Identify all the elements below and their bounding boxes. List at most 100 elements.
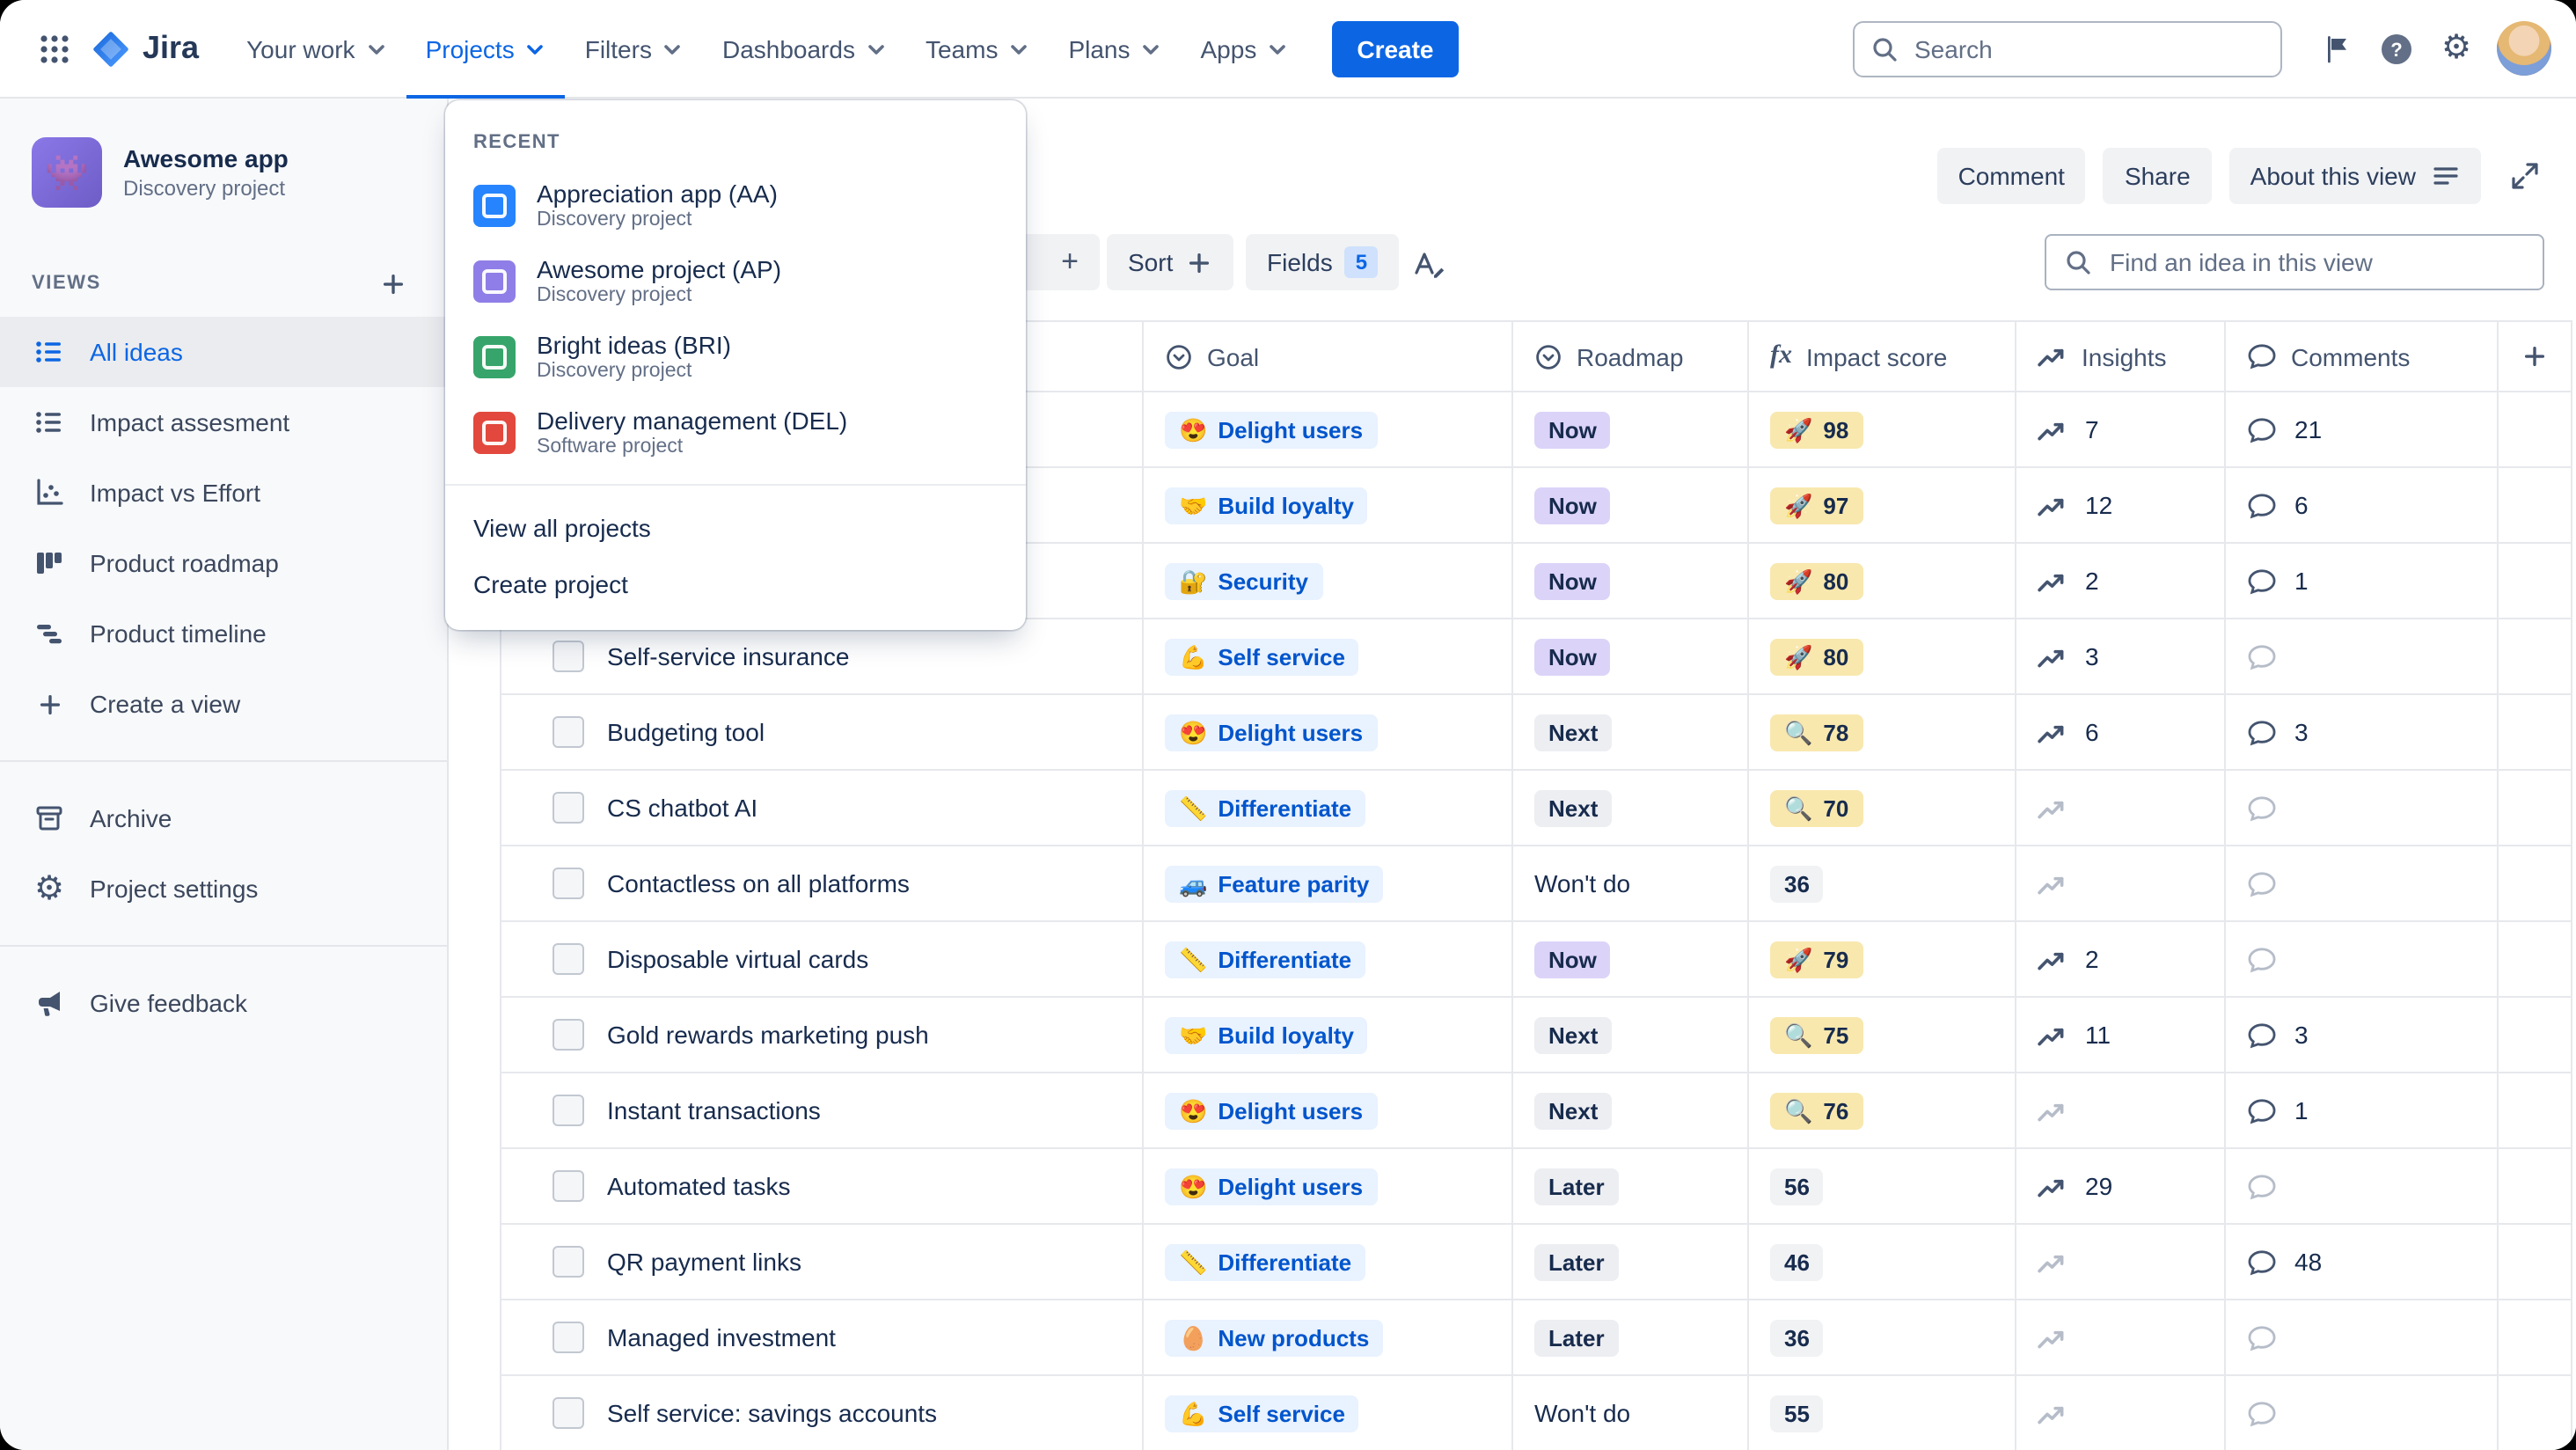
roadmap-badge[interactable]: Next (1534, 1016, 1613, 1053)
goal-badge[interactable]: 🔐 Security (1165, 562, 1322, 599)
global-search[interactable] (1853, 20, 2282, 77)
impact-score-badge[interactable]: 56 (1770, 1168, 1824, 1205)
nav-item-projects[interactable]: Projects (406, 0, 566, 98)
projects-menu-item-awesome-project-ap[interactable]: Awesome project (AP) Discovery project (445, 243, 1026, 319)
find-idea-input[interactable] (2106, 246, 2525, 278)
sidebar-item-product-roadmap[interactable]: Product roadmap (0, 528, 447, 598)
goal-badge[interactable]: 🤝 Build loyalty (1165, 487, 1368, 524)
about-this-view-button[interactable]: About this view (2228, 148, 2481, 204)
sidebar-item-project-settings[interactable]: ⚙ Project settings (0, 853, 447, 924)
global-search-input[interactable] (1911, 33, 2265, 64)
roadmap-badge[interactable]: Later (1534, 1243, 1619, 1280)
impact-score-badge[interactable]: 🔍 75 (1770, 1016, 1863, 1053)
roadmap-badge[interactable]: Next (1534, 714, 1613, 751)
impact-score-badge[interactable]: 🚀 97 (1770, 487, 1863, 524)
roadmap-badge[interactable]: Now (1534, 562, 1611, 599)
nav-item-dashboards[interactable]: Dashboards (703, 0, 906, 98)
user-avatar[interactable] (2497, 21, 2551, 76)
sidebar-item-create-a-view[interactable]: Create a view (0, 669, 447, 739)
comment-icon (2247, 1022, 2277, 1048)
roadmap-badge[interactable]: Next (1534, 789, 1613, 826)
goal-badge[interactable]: 😍 Delight users (1165, 411, 1378, 448)
row-checkbox[interactable] (553, 1397, 584, 1429)
comment-button[interactable]: Comment (1936, 148, 2086, 204)
row-checkbox[interactable] (553, 1019, 584, 1051)
goal-badge[interactable]: 🤝 Build loyalty (1165, 1016, 1368, 1053)
goal-badge[interactable]: 😍 Delight users (1165, 1092, 1378, 1129)
nav-item-your-work[interactable]: Your work (227, 0, 406, 98)
impact-score-badge[interactable]: 🚀 98 (1770, 411, 1863, 448)
impact-score-badge[interactable]: 🚀 80 (1770, 562, 1863, 599)
row-checkbox[interactable] (553, 716, 584, 748)
idea-row: Automated tasks 😍 Delight users Later 56 29 (501, 1149, 2572, 1225)
nav-item-apps[interactable]: Apps (1182, 0, 1308, 98)
goal-badge[interactable]: 😍 Delight users (1165, 1168, 1378, 1205)
impact-score-badge[interactable]: 36 (1770, 1319, 1824, 1356)
add-field-column-button[interactable] (2499, 322, 2572, 392)
chevron-down-icon (1008, 38, 1029, 59)
goal-badge[interactable]: 📏 Differentiate (1165, 941, 1366, 978)
share-button[interactable]: Share (2103, 148, 2212, 204)
impact-score-badge[interactable]: 46 (1770, 1243, 1824, 1280)
jira-logo[interactable]: Jira (91, 29, 199, 68)
help-button[interactable]: ? (2367, 18, 2426, 78)
projects-menu-item-bright-ideas-bri[interactable]: Bright ideas (BRI) Discovery project (445, 319, 1026, 394)
sort-button[interactable]: Sort (1107, 234, 1233, 290)
sidebar-item-give-feedback[interactable]: Give feedback (0, 968, 447, 1038)
row-checkbox[interactable] (553, 1246, 584, 1278)
nav-item-plans[interactable]: Plans (1049, 0, 1181, 98)
goal-badge[interactable]: 😍 Delight users (1165, 714, 1378, 751)
notifications-button[interactable] (2307, 18, 2367, 78)
projects-menu-create-project[interactable]: Create project (473, 570, 628, 598)
impact-score-badge[interactable]: 55 (1770, 1395, 1824, 1432)
goal-badge[interactable]: 💪 Self service (1165, 638, 1359, 675)
goal-badge[interactable]: 📏 Differentiate (1165, 789, 1366, 826)
goal-badge[interactable]: 🚙 Feature parity (1165, 865, 1384, 902)
roadmap-badge[interactable]: Now (1534, 411, 1611, 448)
projects-menu-item-appreciation-app-aa[interactable]: Appreciation app (AA) Discovery project (445, 167, 1026, 243)
find-idea-search[interactable] (2045, 234, 2544, 290)
create-button[interactable]: Create (1332, 20, 1459, 77)
row-checkbox[interactable] (553, 1322, 584, 1353)
roadmap-badge[interactable]: Won't do (1534, 869, 1631, 897)
goal-badge[interactable]: 🥚 New products (1165, 1319, 1384, 1356)
roadmap-badge[interactable]: Now (1534, 487, 1611, 524)
sidebar-item-product-timeline[interactable]: Product timeline (0, 598, 447, 669)
row-checkbox[interactable] (553, 641, 584, 672)
app-switcher-button[interactable] (25, 18, 84, 78)
project-emoji: 👾 (45, 154, 89, 193)
impact-score-badge[interactable]: 🔍 76 (1770, 1092, 1863, 1129)
goal-badge[interactable]: 📏 Differentiate (1165, 1243, 1366, 1280)
sidebar-item-impact-assesment[interactable]: Impact assesment (0, 387, 447, 458)
project-header[interactable]: 👾 Awesome app Discovery project (0, 123, 447, 225)
add-view-button[interactable] (370, 260, 415, 306)
projects-menu-item-delivery-management-del[interactable]: Delivery management (DEL) Software proje… (445, 394, 1026, 470)
row-checkbox[interactable] (553, 943, 584, 975)
roadmap-badge[interactable]: Now (1534, 941, 1611, 978)
sidebar-item-archive[interactable]: Archive (0, 783, 447, 853)
fields-button[interactable]: Fields 5 (1246, 234, 1400, 290)
roadmap-badge[interactable]: Later (1534, 1319, 1619, 1356)
impact-score-badge[interactable]: 🚀 79 (1770, 941, 1863, 978)
projects-menu-view-all-projects[interactable]: View all projects (473, 514, 651, 542)
settings-button[interactable]: ⚙ (2426, 18, 2486, 78)
formatting-button[interactable] (1399, 234, 1459, 294)
goal-badge[interactable]: 💪 Self service (1165, 1395, 1359, 1432)
expand-view-button[interactable] (2495, 146, 2555, 206)
roadmap-badge[interactable]: Now (1534, 638, 1611, 675)
roadmap-badge[interactable]: Next (1534, 1092, 1613, 1129)
nav-item-teams[interactable]: Teams (906, 0, 1049, 98)
row-checkbox[interactable] (553, 1095, 584, 1126)
impact-score-badge[interactable]: 🔍 78 (1770, 714, 1863, 751)
row-checkbox[interactable] (553, 868, 584, 899)
row-checkbox[interactable] (553, 792, 584, 824)
sidebar-item-impact-vs-effort[interactable]: Impact vs Effort (0, 458, 447, 528)
impact-score-badge[interactable]: 36 (1770, 865, 1824, 902)
row-checkbox[interactable] (553, 1170, 584, 1202)
sidebar-item-all-ideas[interactable]: All ideas (0, 317, 447, 387)
impact-score-badge[interactable]: 🚀 80 (1770, 638, 1863, 675)
roadmap-badge[interactable]: Later (1534, 1168, 1619, 1205)
impact-score-badge[interactable]: 🔍 70 (1770, 789, 1863, 826)
nav-item-filters[interactable]: Filters (566, 0, 703, 98)
roadmap-badge[interactable]: Won't do (1534, 1399, 1631, 1427)
